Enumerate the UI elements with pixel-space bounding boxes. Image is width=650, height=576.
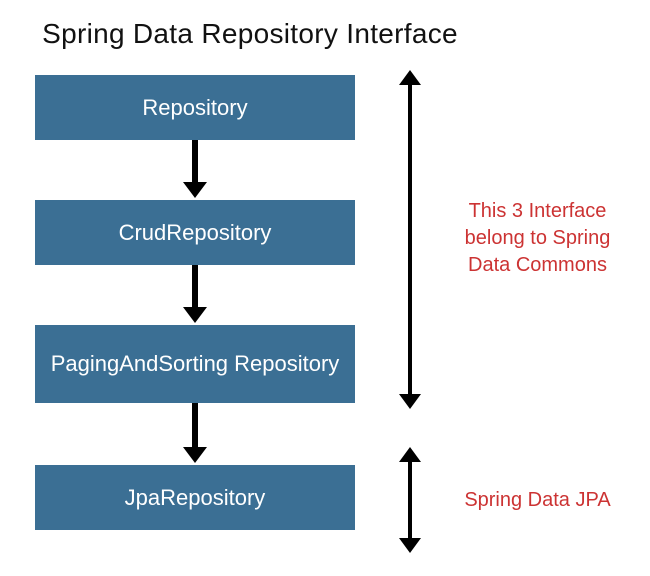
range-indicator-jpa	[408, 460, 412, 540]
arrow-down-icon	[192, 140, 198, 184]
box-label: CrudRepository	[119, 220, 272, 245]
box-jpa-repository: JpaRepository	[35, 465, 355, 530]
side-label-jpa: Spring Data JPA	[445, 487, 630, 514]
arrow-down-icon	[192, 265, 198, 309]
box-crud-repository: CrudRepository	[35, 200, 355, 265]
box-paging-sorting-repository: PagingAndSorting Repository	[35, 325, 355, 403]
arrow-down-icon	[192, 403, 198, 449]
diagram-title: Spring Data Repository Interface	[0, 18, 500, 50]
box-label: PagingAndSorting Repository	[51, 351, 340, 376]
diagram-canvas: Spring Data Repository Interface Reposit…	[0, 0, 650, 576]
box-label: Repository	[142, 95, 247, 120]
range-indicator-commons	[408, 83, 412, 396]
side-label-commons: This 3 Interface belong to Spring Data C…	[445, 198, 630, 279]
box-label: JpaRepository	[125, 485, 266, 510]
box-repository: Repository	[35, 75, 355, 140]
